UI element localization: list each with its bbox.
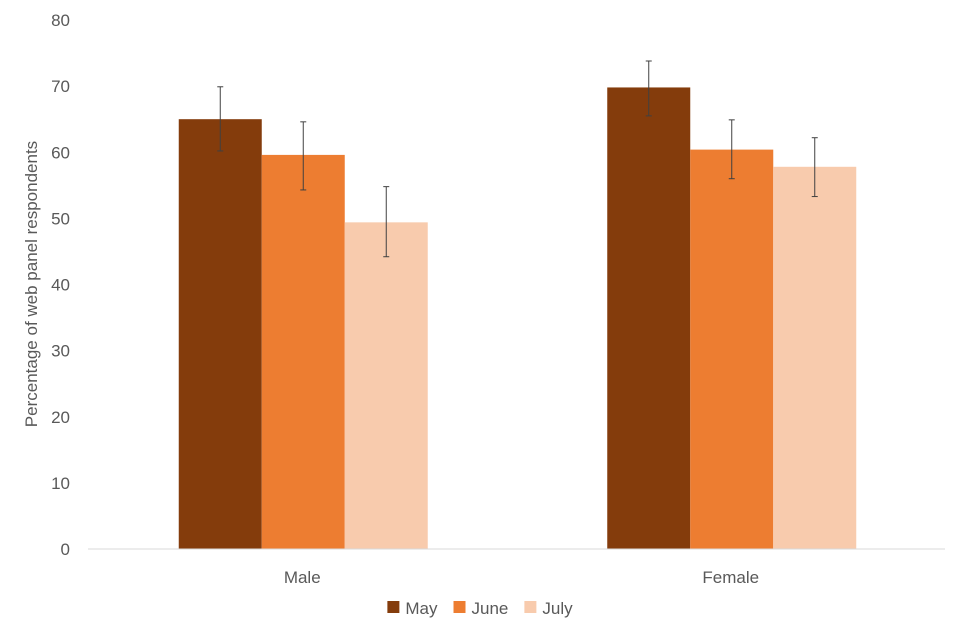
bar-may-male	[178, 119, 262, 549]
legend-swatch	[524, 601, 537, 613]
legend-label: June	[472, 599, 509, 618]
y-tick-label: 60	[51, 143, 70, 162]
error-bar-july-male	[383, 186, 390, 258]
y-tick-label: 80	[51, 11, 70, 30]
y-tick-label: 10	[51, 474, 70, 493]
bar-june-female	[690, 149, 774, 550]
legend-item-june: June	[453, 599, 509, 618]
legend-swatch	[453, 601, 466, 613]
bar-june-male	[261, 154, 345, 549]
y-tick-label: 70	[51, 77, 70, 96]
y-tick-label: 0	[61, 540, 70, 559]
y-tick-label: 50	[51, 209, 70, 228]
y-tick-label: 30	[51, 342, 70, 361]
x-axis-ticks: Male Female	[284, 568, 759, 587]
bar-july-female	[773, 166, 857, 550]
x-tick-label-female: Female	[702, 568, 759, 587]
legend-label: July	[542, 599, 573, 618]
bar-july-male	[344, 222, 428, 549]
y-axis-title: Percentage of web panel respondents	[22, 141, 41, 427]
legend-label: May	[405, 599, 438, 618]
error-bar-june-male	[300, 121, 307, 191]
bars-layer	[178, 87, 857, 550]
legend-swatch	[387, 601, 400, 613]
legend-item-may: May	[387, 599, 438, 618]
y-tick-label: 20	[51, 408, 70, 427]
bar-may-female	[607, 87, 691, 549]
error-bar-may-female	[645, 60, 652, 117]
y-axis-ticks: 0 10 20 30 40 50 60 70 80	[51, 11, 70, 559]
error-bar-may-male	[217, 86, 224, 152]
error-bar-july-female	[811, 137, 818, 198]
legend: May June July	[387, 599, 573, 618]
error-bar-june-female	[728, 119, 735, 180]
y-tick-label: 40	[51, 276, 70, 295]
y-axis-title-group: Percentage of web panel respondents	[22, 141, 41, 427]
legend-item-july: July	[524, 599, 573, 618]
error-bars-layer	[217, 60, 818, 258]
x-tick-label-male: Male	[284, 568, 321, 587]
